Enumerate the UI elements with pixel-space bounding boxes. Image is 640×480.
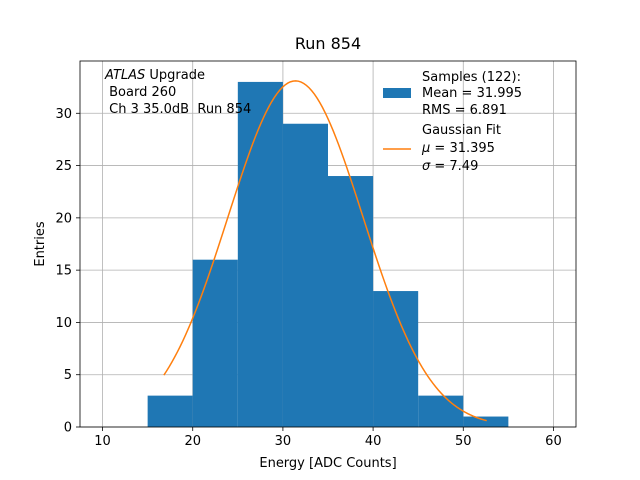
- legend-swatch-samples: [383, 88, 411, 98]
- histogram-bar: [418, 395, 464, 427]
- annotation-channel: Ch 3 35.0dB Run 854: [105, 102, 251, 117]
- x-axis-ticks: 10 20 30 40 50 60: [94, 427, 562, 449]
- y-tick-label: 20: [55, 211, 72, 226]
- histogram-bar: [463, 416, 509, 427]
- annotation-upgrade: Upgrade: [145, 68, 205, 83]
- x-tick-label: 20: [184, 434, 201, 449]
- legend-mu-symbol: μ: [421, 141, 430, 156]
- y-tick-label: 10: [55, 316, 72, 331]
- legend-fit-mu: = 31.395: [430, 141, 495, 156]
- svg-text:μ = 31.395: μ = 31.395: [421, 141, 495, 156]
- x-tick-label: 40: [365, 434, 382, 449]
- legend-fit-sigma: = 7.49: [430, 159, 478, 174]
- histogram-bars: [147, 81, 509, 428]
- x-tick-label: 10: [94, 434, 111, 449]
- annotation-experiment: ATLAS: [104, 68, 145, 83]
- annotation-board: Board 260: [105, 85, 176, 100]
- histogram-bar: [237, 81, 283, 428]
- y-tick-label: 15: [55, 264, 72, 279]
- svg-text:ATLAS Upgrade: ATLAS Upgrade: [104, 68, 205, 83]
- svg-text:σ = 7.49: σ = 7.49: [422, 159, 478, 174]
- y-axis-label: Entries: [33, 221, 48, 267]
- y-tick-label: 30: [55, 107, 72, 122]
- x-tick-label: 60: [545, 434, 562, 449]
- y-tick-label: 0: [64, 421, 72, 436]
- chart-title: Run 854: [295, 34, 361, 53]
- histogram-bar: [328, 176, 374, 427]
- x-tick-label: 50: [455, 434, 472, 449]
- legend-samples-line2: Mean = 31.995: [422, 86, 522, 101]
- histogram-bar: [373, 291, 419, 427]
- legend: Samples (122): Mean = 31.995 RMS = 6.891…: [383, 70, 522, 174]
- legend-sigma-symbol: σ: [422, 159, 431, 174]
- histogram-bar: [147, 395, 193, 427]
- histogram-bar: [192, 259, 238, 427]
- y-tick-label: 5: [64, 368, 72, 383]
- legend-fit-line1: Gaussian Fit: [422, 123, 501, 138]
- legend-samples-line1: Samples (122):: [422, 70, 521, 85]
- legend-samples-line3: RMS = 6.891: [422, 103, 507, 118]
- gaussian-fit-curve: [163, 80, 487, 422]
- y-tick-label: 25: [55, 159, 72, 174]
- axes-frame: [79, 60, 577, 428]
- y-axis-ticks: 0 5 10 15 20 25 30: [55, 107, 80, 436]
- x-axis-label: Energy [ADC Counts]: [259, 456, 396, 471]
- histogram-bar: [282, 123, 328, 427]
- annotation-block: ATLAS Upgrade Board 260 Ch 3 35.0dB Run …: [104, 68, 251, 117]
- x-tick-label: 30: [275, 434, 292, 449]
